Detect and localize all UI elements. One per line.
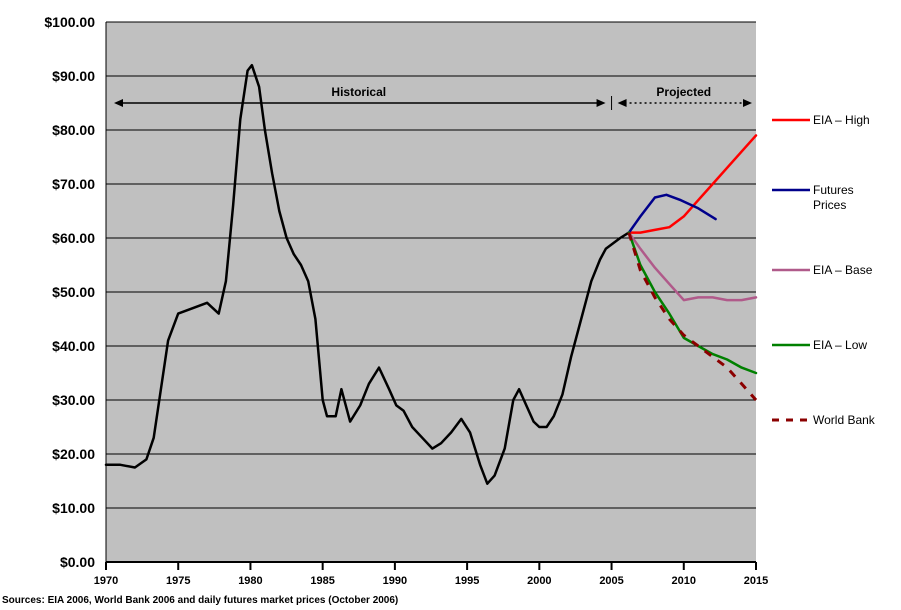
y-tick-label: $40.00 <box>52 338 95 354</box>
gridlines <box>106 21 756 563</box>
series-line-futures-prices <box>627 193 717 234</box>
legend-label-eia-low: EIA – Low <box>813 338 867 352</box>
legend-label-eia-base: EIA – Base <box>813 263 873 277</box>
x-tick-label: 2015 <box>744 575 768 587</box>
y-tick-label: $0.00 <box>60 554 95 570</box>
y-tick-label: $90.00 <box>52 68 95 84</box>
source-note: Sources: EIA 2006, World Bank 2006 and d… <box>2 595 398 606</box>
legend-label-world-bank: World Bank <box>813 413 876 427</box>
legend: EIA – High Futures Prices EIA – Base EIA – L… <box>772 113 876 427</box>
axes <box>105 22 757 570</box>
series-line-world-bank <box>627 232 758 401</box>
y-tick-label: $60.00 <box>52 230 95 246</box>
y-tick-label: $10.00 <box>52 500 95 516</box>
y-tick-label: $80.00 <box>52 122 95 138</box>
x-tick-label: 1975 <box>166 575 190 587</box>
x-tick-label: 1985 <box>310 575 334 587</box>
historical-arrow-right-head <box>596 99 606 107</box>
x-tick-label: 2000 <box>527 575 551 587</box>
legend-label-eia-high: EIA – High <box>813 113 870 127</box>
y-tick-label: $30.00 <box>52 392 95 408</box>
projected-arrow-right-head <box>743 99 752 107</box>
series-line-historical <box>104 63 631 485</box>
x-tick-label: 2005 <box>599 575 623 587</box>
y-tick-label: $100.00 <box>44 14 95 30</box>
period-annotations: Historical Projected <box>114 85 752 110</box>
y-tick-label: $50.00 <box>52 284 95 300</box>
data-series <box>104 63 758 485</box>
x-tick-label: 1990 <box>383 575 407 587</box>
x-tick-label: 2010 <box>672 575 696 587</box>
legend-label-futures-prices: Futures Prices <box>813 183 854 212</box>
historical-arrow-left-head <box>114 99 123 107</box>
historical-label: Historical <box>331 85 386 99</box>
series-line-eia-high <box>627 134 758 234</box>
projected-arrow-left-head <box>617 99 627 107</box>
x-tick-label: 1995 <box>455 575 479 587</box>
series-line-eia-low <box>627 231 758 375</box>
y-tick-label: $20.00 <box>52 446 95 462</box>
x-tick-label: 1970 <box>94 575 118 587</box>
y-tick-label: $70.00 <box>52 176 95 192</box>
x-axis-tick-labels: 1970 1975 1980 1985 1990 1995 2000 2005 2010 2015 <box>94 575 768 587</box>
projected-label: Projected <box>656 85 711 99</box>
y-axis-tick-labels: $0.00 $10.00 $20.00 $30.00 $40.00 $50.00 $60.0… <box>44 14 95 570</box>
series-line-eia-base <box>627 231 758 302</box>
x-tick-label: 1980 <box>238 575 262 587</box>
